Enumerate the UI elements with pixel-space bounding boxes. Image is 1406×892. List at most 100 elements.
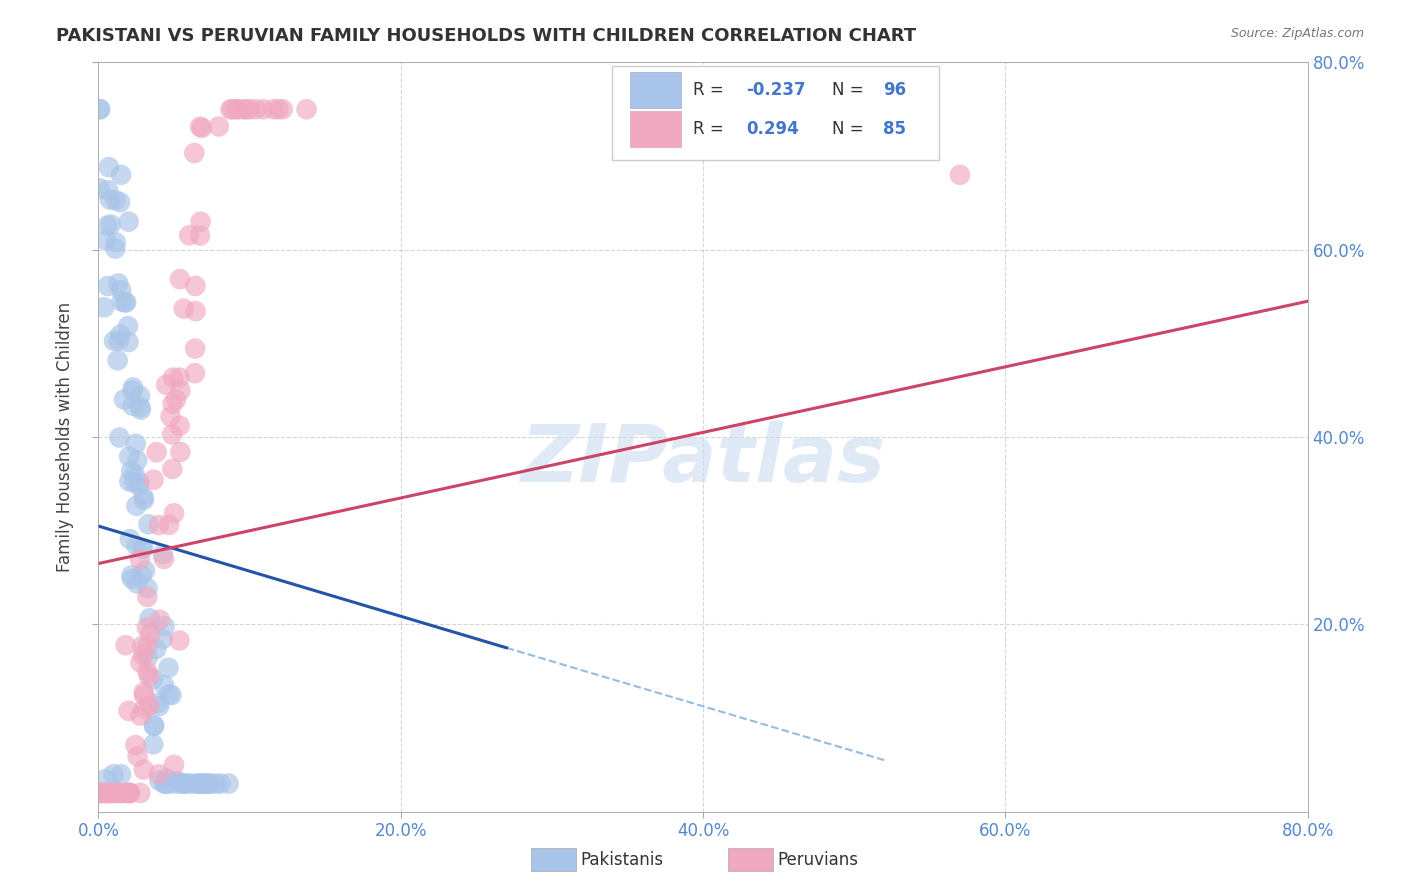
Text: Peruvians: Peruvians	[778, 851, 859, 869]
Point	[142, 718, 165, 732]
Text: PAKISTANI VS PERUVIAN FAMILY HOUSEHOLDS WITH CHILDREN CORRELATION CHART: PAKISTANI VS PERUVIAN FAMILY HOUSEHOLDS …	[56, 27, 917, 45]
Point	[181, 776, 204, 791]
Text: N =: N =	[832, 120, 869, 138]
Point	[221, 102, 243, 116]
Point	[157, 517, 180, 532]
Point	[148, 773, 170, 788]
Point	[157, 776, 180, 791]
Point	[205, 776, 228, 791]
Point	[108, 786, 131, 800]
Point	[138, 611, 160, 625]
Point	[97, 160, 120, 174]
Point	[98, 193, 121, 207]
Point	[169, 633, 191, 648]
Point	[131, 568, 153, 582]
Point	[94, 233, 117, 247]
Point	[129, 400, 152, 414]
Point	[120, 786, 142, 800]
Point	[271, 102, 294, 116]
Point	[142, 672, 165, 686]
Point	[138, 698, 160, 713]
Point	[118, 786, 141, 800]
Text: N =: N =	[832, 81, 869, 99]
Point	[110, 283, 132, 297]
Point	[124, 467, 146, 482]
Point	[89, 786, 111, 800]
Point	[104, 242, 127, 256]
Point	[129, 656, 152, 670]
Point	[93, 786, 115, 800]
Point	[153, 552, 176, 566]
Point	[157, 661, 180, 675]
Point	[197, 776, 219, 791]
Point	[118, 475, 141, 489]
Point	[121, 399, 143, 413]
Point	[190, 776, 212, 791]
Point	[177, 776, 200, 790]
Point	[163, 506, 186, 520]
Point	[90, 786, 112, 800]
Point	[107, 786, 129, 800]
Point	[136, 650, 159, 665]
Point	[190, 215, 212, 229]
Point	[166, 774, 188, 789]
Point	[172, 776, 194, 791]
Point	[118, 450, 141, 464]
Point	[100, 218, 122, 232]
Point	[108, 431, 131, 445]
Point	[159, 409, 181, 424]
Point	[162, 397, 184, 411]
Point	[136, 665, 159, 679]
Point	[184, 279, 207, 293]
Y-axis label: Family Households with Children: Family Households with Children	[56, 302, 75, 572]
Point	[125, 499, 148, 513]
Point	[142, 473, 165, 487]
Point	[188, 776, 211, 791]
Point	[89, 102, 111, 116]
Point	[121, 572, 143, 586]
Text: R =: R =	[693, 120, 734, 138]
Point	[142, 737, 165, 751]
Point	[152, 547, 174, 561]
Point	[179, 228, 201, 243]
Point	[94, 772, 117, 786]
Point	[169, 445, 191, 459]
Text: 96: 96	[883, 81, 907, 99]
Point	[117, 319, 139, 334]
Point	[125, 576, 148, 591]
Point	[100, 786, 122, 800]
Point	[160, 688, 183, 702]
Point	[155, 772, 177, 786]
Point	[132, 685, 155, 699]
Point	[169, 418, 191, 433]
Point	[93, 301, 115, 315]
Point	[225, 102, 247, 116]
Point	[128, 478, 150, 492]
Point	[110, 786, 132, 800]
Point	[122, 380, 145, 394]
Point	[97, 279, 120, 293]
Point	[160, 427, 183, 442]
Point	[125, 436, 148, 450]
Point	[114, 638, 136, 652]
Point	[127, 749, 149, 764]
Point	[155, 377, 177, 392]
Point	[114, 786, 136, 800]
Point	[233, 102, 256, 116]
Point	[115, 295, 138, 310]
Point	[135, 620, 157, 634]
Text: 85: 85	[883, 120, 905, 138]
Point	[184, 366, 207, 380]
Point	[129, 389, 152, 403]
Point	[132, 491, 155, 505]
Point	[132, 763, 155, 777]
Point	[252, 102, 274, 116]
FancyBboxPatch shape	[630, 71, 682, 109]
Point	[218, 776, 240, 791]
Point	[125, 539, 148, 553]
Point	[162, 370, 184, 384]
Point	[209, 776, 232, 791]
Point	[183, 146, 205, 161]
Point	[157, 687, 180, 701]
Point	[89, 181, 111, 195]
